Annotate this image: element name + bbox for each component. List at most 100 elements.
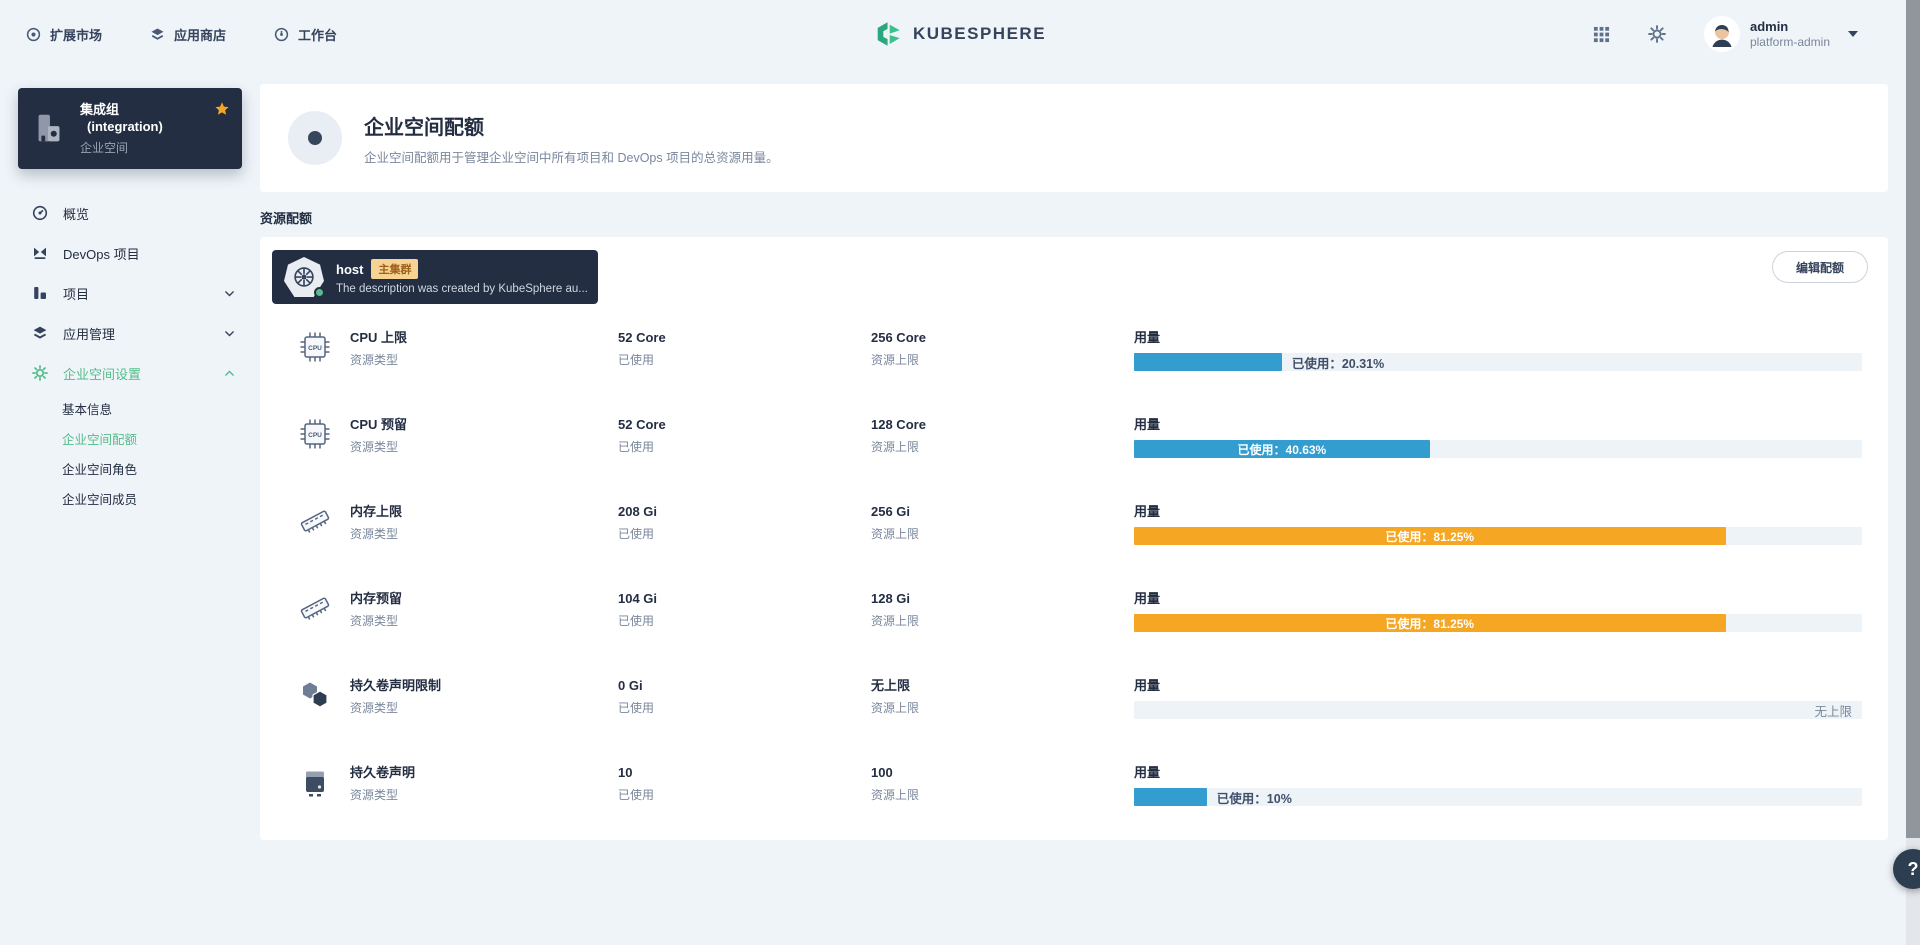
usage-label: 用量	[1134, 765, 1161, 780]
topbar-right: admin platform-admin	[1593, 16, 1894, 52]
usage-bar-fill: 已使用：81.25%	[1134, 527, 1726, 545]
limit-value: 128 Core	[871, 417, 926, 432]
cluster-banner[interactable]: host 主集群 The description was created by …	[272, 250, 598, 304]
usage-bar-track: 已使用：10%	[1134, 788, 1862, 806]
projects-icon	[32, 285, 49, 301]
limit-label: 资源上限	[871, 353, 920, 367]
quota-rows: CPU CPU 上限 资源类型 52 Core 已使用 256 Core 资源上…	[272, 330, 1876, 806]
usage-bar-text: 已使用：20.31%	[1291, 356, 1385, 371]
cluster-description: The description was created by KubeSpher…	[336, 283, 588, 295]
sidebar-menu-item[interactable]: 项目	[0, 273, 260, 313]
resource-name: CPU 预留	[350, 417, 408, 432]
settings-icon	[32, 365, 49, 381]
limit-label: 资源上限	[871, 788, 920, 802]
top-nav: 扩展市场 应用商店 工作台	[26, 25, 337, 44]
sidebar-submenu-label: 企业空间配额	[62, 432, 138, 447]
page-description: 企业空间配额用于管理企业空间中所有项目和 DevOps 项目的总资源用量。	[364, 150, 779, 165]
sidebar-menu-label: 企业空间设置	[63, 366, 142, 382]
chevron-down-icon	[223, 327, 236, 340]
usage-bar-track: 已使用：20.31%	[1134, 353, 1862, 371]
sidebar: 集成组 (integration) 企业空间 概览 DevOps 项目 项目 应…	[0, 68, 260, 945]
svg-text:CPU: CPU	[308, 432, 322, 439]
sidebar-submenu-item[interactable]: 企业空间角色	[0, 453, 260, 483]
sidebar-menu-label: 概览	[63, 206, 90, 222]
used-label: 已使用	[618, 701, 655, 715]
cpu-icon: CPU	[298, 417, 350, 451]
logo[interactable]: KUBESPHERE	[874, 19, 1046, 49]
top-nav-label: 应用商店	[174, 27, 227, 43]
user-menu[interactable]: admin platform-admin	[1703, 16, 1858, 52]
sidebar-menu-label: 应用管理	[63, 326, 116, 342]
app-store-icon	[150, 27, 165, 42]
sidebar-submenu-item[interactable]: 企业空间配额	[0, 423, 260, 453]
usage-bar-track: 已使用：40.63%	[1134, 440, 1862, 458]
sidebar-submenu-label: 企业空间角色	[62, 462, 138, 477]
usage-bar-fill: 已使用：81.25%	[1134, 614, 1726, 632]
sidebar-menu-item[interactable]: 应用管理	[0, 313, 260, 353]
workspace-type-label: 企业空间	[80, 141, 129, 155]
usage-bar-track: 无上限	[1134, 701, 1862, 719]
usage-bar-track: 已使用：81.25%	[1134, 527, 1862, 545]
quota-row: 持久卷声明 资源类型 10 已使用 100 资源上限 用量 已使用：10%	[272, 765, 1876, 806]
quota-row: CPU CPU 上限 资源类型 52 Core 已使用 256 Core 资源上…	[272, 330, 1876, 371]
resource-type-label: 资源类型	[350, 614, 399, 628]
sidebar-menu-item[interactable]: 企业空间设置	[0, 353, 260, 393]
resource-name: 持久卷声明	[350, 765, 416, 780]
workspace-switcher-card[interactable]: 集成组 (integration) 企业空间	[18, 88, 242, 169]
sidebar-menu-label: 项目	[63, 286, 90, 302]
scrollbar-thumb[interactable]	[1906, 0, 1920, 838]
main-content: 企业空间配额 企业空间配额用于管理企业空间中所有项目和 DevOps 项目的总资…	[260, 68, 1888, 840]
svg-text:CPU: CPU	[308, 345, 322, 352]
apps-grid-icon[interactable]	[1593, 26, 1610, 43]
page-header-card: 企业空间配额 企业空间配额用于管理企业空间中所有项目和 DevOps 项目的总资…	[260, 84, 1888, 192]
scrollbar-track[interactable]	[1906, 0, 1920, 945]
extension-market-icon	[26, 27, 41, 42]
sidebar-submenu-item[interactable]: 基本信息	[0, 393, 260, 423]
top-nav-label: 工作台	[298, 27, 338, 43]
used-label: 已使用	[618, 440, 655, 454]
resource-type-label: 资源类型	[350, 701, 399, 715]
sidebar-submenu: 基本信息 企业空间配额 企业空间角色 企业空间成员	[0, 393, 260, 513]
sidebar-menu-label: DevOps 项目	[63, 246, 140, 262]
top-nav-item[interactable]: 扩展市场	[26, 25, 102, 44]
used-value: 208 Gi	[618, 504, 658, 519]
resource-type-label: 资源类型	[350, 353, 399, 367]
edit-quota-button[interactable]: 编辑配额	[1771, 251, 1868, 283]
pvc-icon	[298, 765, 350, 799]
top-nav-label: 扩展市场	[50, 27, 103, 43]
favorite-star-icon[interactable]	[214, 101, 230, 117]
platform-settings-gear-icon[interactable]	[1648, 25, 1666, 43]
cluster-status-dot	[314, 287, 325, 298]
volume-limit-icon	[298, 678, 350, 712]
used-value: 10	[618, 765, 633, 780]
resource-type-label: 资源类型	[350, 440, 399, 454]
chevron-up-icon	[223, 367, 236, 380]
resource-name: CPU 上限	[350, 330, 408, 345]
sidebar-menu-item[interactable]: 概览	[0, 193, 260, 233]
help-floating-button[interactable]: ?	[1893, 849, 1920, 889]
user-role: platform-admin	[1749, 34, 1830, 49]
quota-row: 持久卷声明限制 资源类型 0 Gi 已使用 无上限 资源上限 用量 无上限	[272, 678, 1876, 719]
top-nav-item[interactable]: 应用商店	[150, 25, 226, 44]
quota-card: host 主集群 The description was created by …	[260, 237, 1888, 840]
cluster-name: host	[336, 261, 364, 277]
usage-bar-fill: 已使用：40.63%	[1134, 440, 1430, 458]
page-title: 企业空间配额	[364, 116, 484, 139]
workbench-icon	[274, 27, 289, 42]
usage-bar-track: 已使用：81.25%	[1134, 614, 1862, 632]
workspace-quota-icon	[288, 111, 342, 165]
sidebar-submenu-label: 基本信息	[62, 402, 113, 417]
devops-icon	[32, 245, 49, 261]
usage-bar-text: 已使用：10%	[1216, 791, 1292, 806]
logo-text: KUBESPHERE	[912, 24, 1047, 43]
usage-label: 用量	[1134, 417, 1161, 432]
sidebar-submenu-item[interactable]: 企业空间成员	[0, 483, 260, 513]
topbar: 扩展市场 应用商店 工作台 KUBESPHERE admin platform-…	[0, 0, 1920, 68]
top-nav-item[interactable]: 工作台	[274, 25, 337, 44]
limit-label: 资源上限	[871, 614, 920, 628]
sidebar-menu: 概览 DevOps 项目 项目 应用管理 企业空间设置	[0, 193, 260, 393]
sidebar-menu-item[interactable]: DevOps 项目	[0, 233, 260, 273]
user-name: admin	[1749, 18, 1789, 34]
resource-type-label: 资源类型	[350, 788, 399, 802]
kubesphere-logo-icon	[874, 19, 904, 49]
